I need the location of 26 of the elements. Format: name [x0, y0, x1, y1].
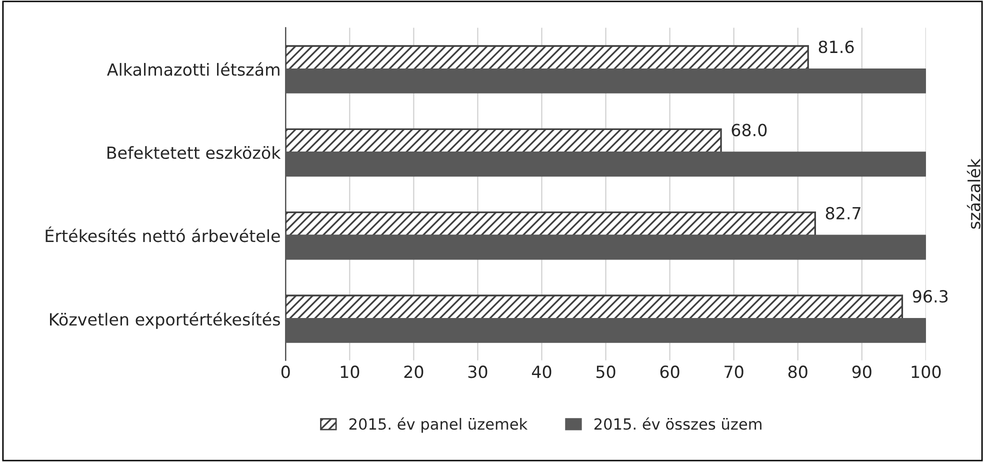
legend-label: 2015. év összes üzem	[594, 417, 762, 430]
legend-label: 2015. év panel üzemek	[349, 417, 528, 433]
x-tick-label: 0	[281, 366, 290, 378]
x-tick-label: 60	[660, 366, 680, 378]
y-tick-label: Közvetlen exportértékesítés	[50, 312, 280, 329]
x-tick-label: 40	[532, 366, 552, 378]
x-tick-label: 50	[596, 366, 616, 378]
y-tick-label: Értékesítés nettó árbevétele	[46, 226, 280, 242]
bar	[286, 234, 926, 260]
x-tick-label: 70	[724, 366, 744, 378]
x-tick-label: 90	[852, 366, 872, 378]
bar	[286, 68, 926, 94]
x-tick-label: 30	[468, 366, 488, 378]
x-tick-label: 100	[912, 366, 941, 378]
y-axis-title: százalék	[966, 158, 980, 229]
y-tick-label: Alkalmazotti létszám	[107, 62, 280, 76]
y-tick-label: Befektetett eszközök	[107, 146, 281, 160]
data-label: 68.0	[732, 124, 767, 136]
bar	[286, 318, 926, 343]
x-tick-label: 80	[788, 366, 808, 378]
bar	[286, 152, 926, 177]
x-tick-label: 10	[340, 366, 360, 378]
data-label: 82.7	[826, 206, 860, 220]
data-label: 81.6	[818, 40, 854, 54]
x-tick-label: 20	[404, 366, 424, 378]
data-label: 96.3	[912, 290, 948, 303]
